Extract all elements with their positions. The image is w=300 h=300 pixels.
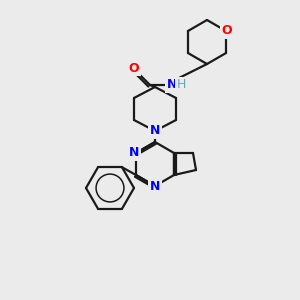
Text: N: N (150, 181, 160, 194)
Text: H: H (176, 79, 186, 92)
Text: O: O (222, 25, 232, 38)
Text: N: N (129, 146, 139, 160)
Text: O: O (129, 61, 139, 74)
Text: N: N (167, 79, 177, 92)
Text: N: N (150, 124, 160, 137)
